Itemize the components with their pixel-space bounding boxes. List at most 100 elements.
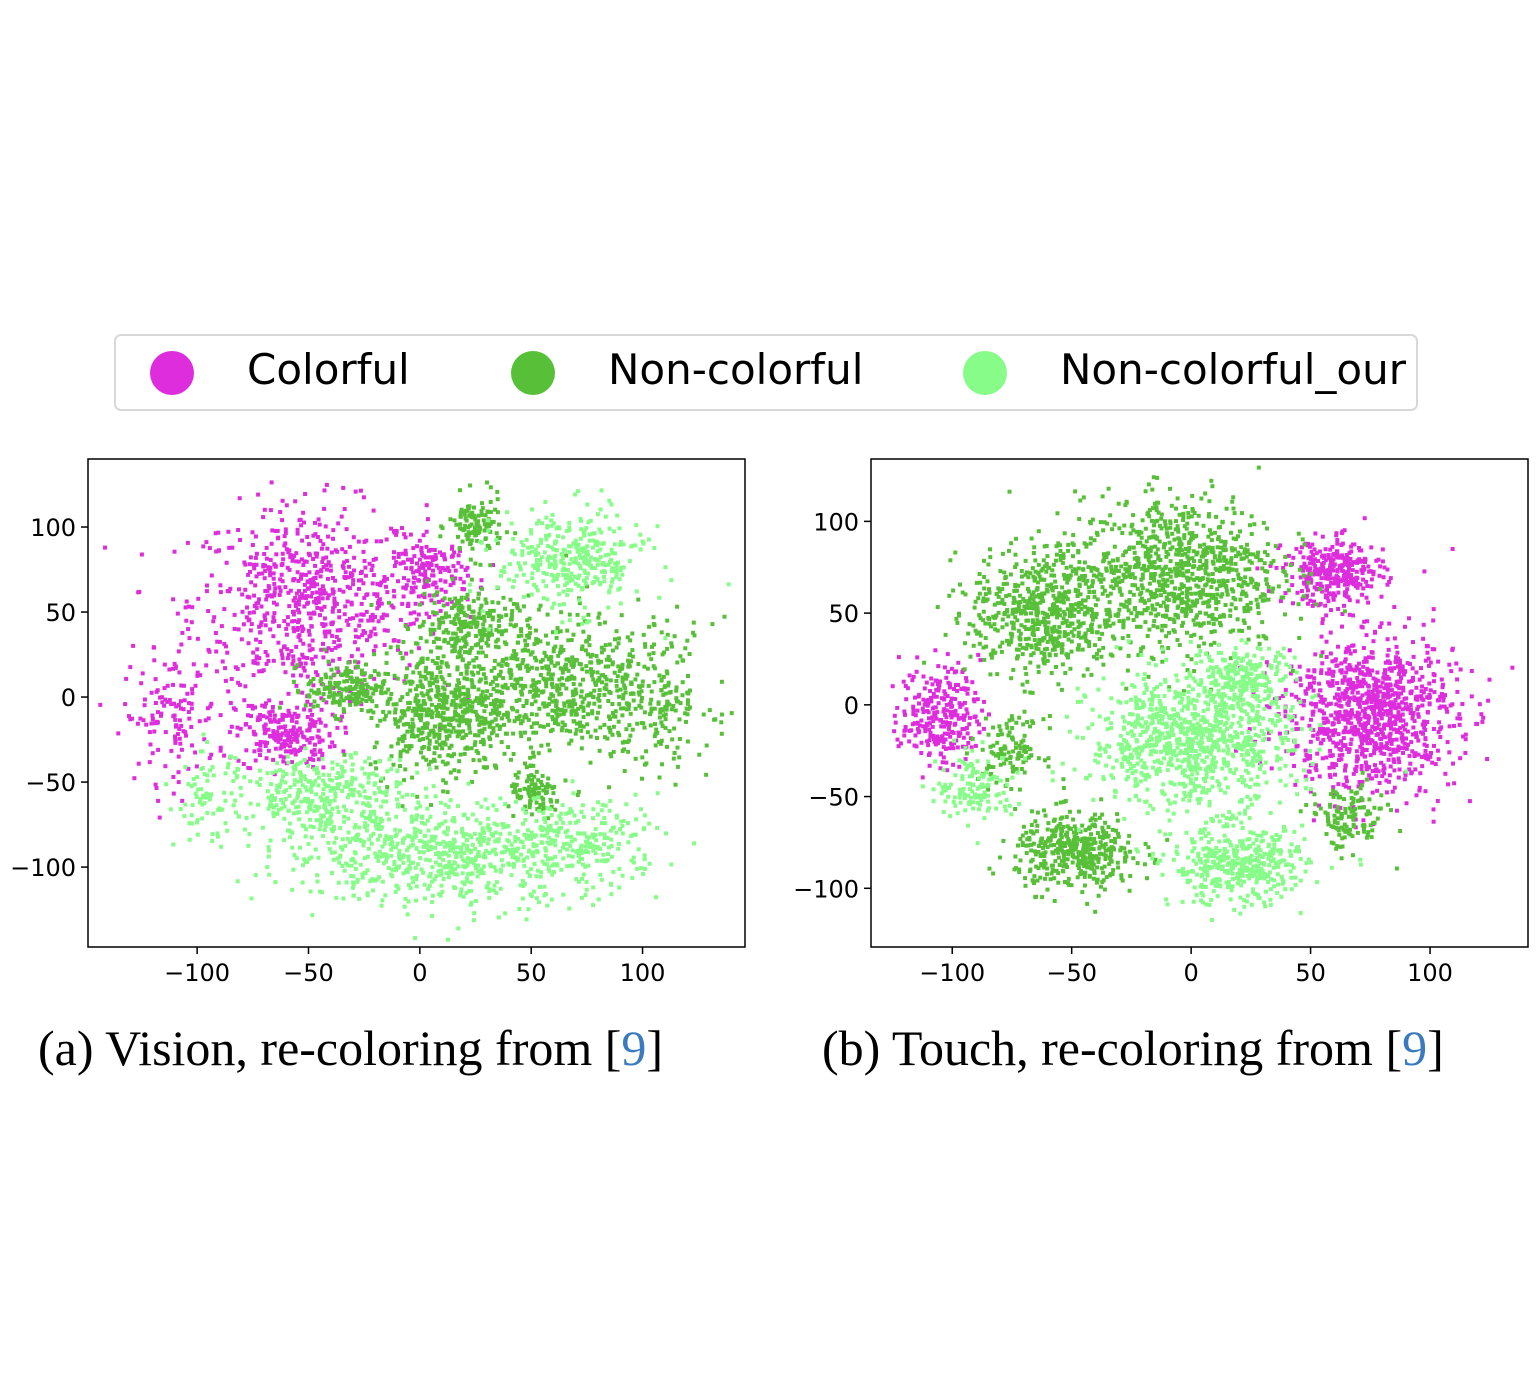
scatter-point xyxy=(257,597,261,602)
scatter-point xyxy=(394,784,399,789)
scatter-point xyxy=(293,763,298,768)
scatter-point xyxy=(167,667,172,672)
scatter-point xyxy=(603,563,608,568)
scatter-point xyxy=(576,542,581,547)
scatter-point xyxy=(554,710,559,715)
scatter-point xyxy=(573,538,578,543)
scatter-point xyxy=(503,802,508,807)
scatter-point xyxy=(435,694,440,699)
scatter-point xyxy=(1325,584,1330,589)
scatter-point xyxy=(237,496,242,501)
scatter-point xyxy=(474,533,478,537)
scatter-point xyxy=(265,789,270,794)
scatter-point xyxy=(581,629,586,634)
scatter-point xyxy=(561,648,566,652)
scatter-point xyxy=(254,654,259,659)
scatter-point xyxy=(398,764,402,768)
scatter-point xyxy=(649,709,654,714)
scatter-point xyxy=(324,482,329,487)
scatter-point xyxy=(276,733,281,738)
scatter-point xyxy=(426,708,431,713)
scatter-point xyxy=(618,601,623,606)
scatter-point xyxy=(410,708,415,713)
scatter-point xyxy=(272,581,277,586)
scatter-point xyxy=(416,713,421,718)
scatter-point xyxy=(653,722,657,727)
scatter-point xyxy=(416,662,421,667)
scatter-point xyxy=(241,622,246,627)
scatter-point xyxy=(627,559,632,564)
scatter-point xyxy=(625,635,630,640)
scatter-point xyxy=(251,610,256,615)
scatter-point xyxy=(373,819,378,824)
scatter-point xyxy=(614,683,619,688)
scatter-point xyxy=(518,683,523,688)
scatter-point xyxy=(621,676,625,681)
scatter-point xyxy=(385,628,390,633)
legend-label-colorful: Colorful xyxy=(247,345,410,394)
scatter-point xyxy=(495,733,500,738)
scatter-point xyxy=(550,677,555,682)
scatter-point xyxy=(491,729,496,734)
scatter-point xyxy=(642,857,647,862)
scatter-point xyxy=(477,629,482,633)
scatter-point xyxy=(152,729,157,734)
scatter-point xyxy=(533,655,537,660)
scatter-point xyxy=(567,741,572,746)
scatter-point xyxy=(430,865,435,870)
scatter-point xyxy=(527,635,531,640)
scatter-point xyxy=(516,770,521,775)
scatter-point xyxy=(507,562,512,567)
scatter-point xyxy=(439,659,444,664)
scatter-point xyxy=(297,589,301,594)
scatter-point xyxy=(318,574,323,579)
scatter-point xyxy=(591,833,596,838)
scatter-point xyxy=(211,773,216,778)
scatter-point xyxy=(459,887,464,892)
scatter-point xyxy=(1317,549,1322,554)
scatter-point xyxy=(291,658,296,663)
scatter-point xyxy=(389,767,394,772)
scatter-point xyxy=(438,645,443,650)
scatter-point xyxy=(311,683,316,688)
scatter-point xyxy=(413,699,418,704)
scatter-point xyxy=(1345,571,1350,576)
scatter-point xyxy=(552,829,557,834)
scatter-point xyxy=(666,680,671,685)
scatter-point xyxy=(659,688,664,693)
scatter-point xyxy=(179,683,184,688)
scatter-point xyxy=(719,720,724,725)
scatter-point xyxy=(513,653,518,657)
scatter-point xyxy=(521,879,525,883)
scatter-point xyxy=(487,724,492,729)
scatter-point xyxy=(363,573,368,578)
scatter-point xyxy=(303,796,308,801)
scatter-point xyxy=(497,699,502,704)
scatter-point xyxy=(484,885,489,890)
scatter-point xyxy=(611,825,616,830)
scatter-point xyxy=(559,644,564,649)
x-tick-label: −100 xyxy=(164,959,230,987)
scatter-point xyxy=(513,835,518,840)
scatter-point xyxy=(452,649,457,654)
scatter-point xyxy=(200,749,205,754)
scatter-point xyxy=(306,842,311,846)
scatter-point xyxy=(382,643,387,647)
scatter-point xyxy=(677,755,682,760)
scatter-point xyxy=(141,718,146,723)
scatter-point xyxy=(321,834,325,839)
scatter-point xyxy=(384,856,389,861)
scatter-point xyxy=(314,554,319,559)
scatter-point xyxy=(453,596,458,601)
scatter-point xyxy=(469,538,474,543)
scatter-point xyxy=(472,831,477,836)
scatter-point xyxy=(311,704,316,709)
scatter-point xyxy=(136,761,141,766)
scatter-point xyxy=(276,739,281,744)
scatter-point xyxy=(449,865,454,870)
scatter-point xyxy=(659,720,664,725)
scatter-point xyxy=(322,604,327,609)
scatter-point xyxy=(502,565,507,570)
scatter-point xyxy=(430,557,435,562)
scatter-point xyxy=(315,808,320,813)
